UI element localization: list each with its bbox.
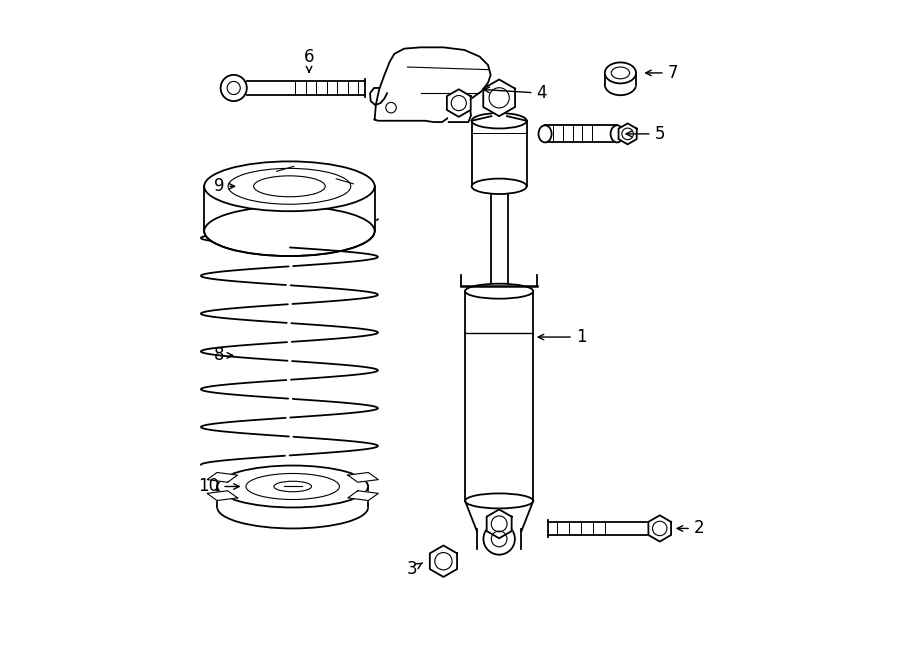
Text: 2: 2 — [677, 520, 705, 537]
Polygon shape — [430, 545, 457, 577]
Ellipse shape — [472, 178, 526, 194]
Text: 5: 5 — [626, 125, 665, 143]
Polygon shape — [204, 186, 374, 231]
Text: 8: 8 — [214, 346, 232, 364]
Polygon shape — [465, 501, 533, 547]
Ellipse shape — [465, 284, 533, 299]
Text: 3: 3 — [407, 560, 422, 578]
Ellipse shape — [204, 206, 374, 256]
Polygon shape — [207, 473, 238, 483]
Text: 4: 4 — [484, 84, 547, 102]
Polygon shape — [648, 516, 671, 541]
Ellipse shape — [605, 62, 636, 83]
Polygon shape — [217, 486, 368, 508]
Polygon shape — [347, 490, 378, 500]
Ellipse shape — [220, 75, 247, 101]
Polygon shape — [487, 510, 511, 538]
Polygon shape — [548, 522, 660, 535]
Ellipse shape — [204, 161, 374, 212]
Text: 6: 6 — [304, 48, 314, 72]
Polygon shape — [247, 81, 364, 95]
Ellipse shape — [538, 126, 552, 142]
Text: 1: 1 — [538, 328, 587, 346]
Polygon shape — [447, 89, 471, 117]
Polygon shape — [491, 186, 508, 292]
Polygon shape — [472, 116, 526, 121]
Ellipse shape — [472, 113, 526, 128]
Ellipse shape — [610, 126, 624, 142]
Text: 7: 7 — [645, 64, 678, 82]
Polygon shape — [605, 73, 636, 85]
Ellipse shape — [465, 493, 533, 508]
Text: 10: 10 — [198, 477, 239, 496]
Polygon shape — [618, 124, 636, 144]
Polygon shape — [449, 101, 471, 122]
Polygon shape — [472, 121, 526, 186]
Ellipse shape — [605, 74, 636, 95]
Polygon shape — [465, 292, 533, 501]
Polygon shape — [374, 48, 490, 122]
Polygon shape — [483, 79, 515, 116]
Circle shape — [483, 524, 515, 555]
Polygon shape — [545, 126, 617, 142]
Ellipse shape — [217, 486, 368, 528]
Ellipse shape — [217, 465, 368, 508]
Polygon shape — [207, 490, 238, 500]
Text: 9: 9 — [214, 177, 235, 195]
Polygon shape — [347, 473, 378, 483]
